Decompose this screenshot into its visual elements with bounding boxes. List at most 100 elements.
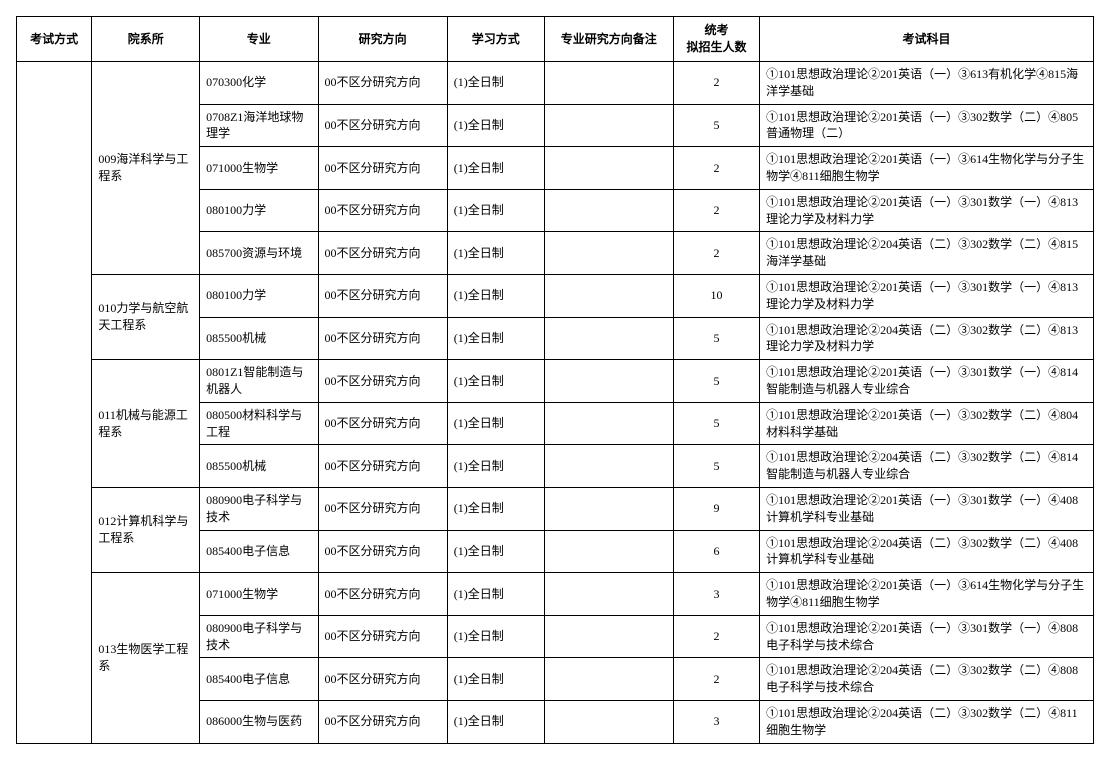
table-row: 011机械与能源工程系0801Z1智能制造与机器人00不区分研究方向(1)全日制…: [17, 360, 1094, 403]
cell-subjects: ①101思想政治理论②204英语（二）③302数学（二）④815海洋学基础: [760, 232, 1094, 275]
cell-major: 080900电子科学与技术: [200, 615, 318, 658]
admissions-table: 考试方式 院系所 专业 研究方向 学习方式 专业研究方向备注 统考 拟招生人数 …: [16, 16, 1094, 744]
cell-note: [544, 530, 673, 573]
cell-study-mode: (1)全日制: [447, 62, 544, 105]
cell-exam-method: [17, 62, 92, 744]
cell-count: 5: [673, 445, 759, 488]
col-direction: 研究方向: [318, 17, 447, 62]
cell-count: 2: [673, 147, 759, 190]
table-body: 009海洋科学与工程系070300化学00不区分研究方向(1)全日制2①101思…: [17, 62, 1094, 744]
cell-note: [544, 189, 673, 232]
cell-note: [544, 402, 673, 445]
col-exam-method: 考试方式: [17, 17, 92, 62]
cell-direction: 00不区分研究方向: [318, 573, 447, 616]
cell-study-mode: (1)全日制: [447, 615, 544, 658]
cell-count: 3: [673, 573, 759, 616]
cell-count: 2: [673, 658, 759, 701]
cell-count: 5: [673, 360, 759, 403]
cell-note: [544, 487, 673, 530]
cell-note: [544, 573, 673, 616]
cell-major: 0708Z1海洋地球物理学: [200, 104, 318, 147]
cell-study-mode: (1)全日制: [447, 274, 544, 317]
cell-major: 080100力学: [200, 274, 318, 317]
cell-direction: 00不区分研究方向: [318, 615, 447, 658]
cell-department: 012计算机科学与工程系: [92, 487, 200, 572]
col-subjects: 考试科目: [760, 17, 1094, 62]
cell-note: [544, 147, 673, 190]
cell-study-mode: (1)全日制: [447, 360, 544, 403]
cell-subjects: ①101思想政治理论②204英语（二）③302数学（二）④811细胞生物学: [760, 700, 1094, 743]
cell-study-mode: (1)全日制: [447, 402, 544, 445]
cell-department: 010力学与航空航天工程系: [92, 274, 200, 359]
cell-major: 085500机械: [200, 317, 318, 360]
cell-study-mode: (1)全日制: [447, 147, 544, 190]
cell-study-mode: (1)全日制: [447, 445, 544, 488]
cell-direction: 00不区分研究方向: [318, 360, 447, 403]
cell-subjects: ①101思想政治理论②201英语（一）③301数学（一）④408计算机学科专业基…: [760, 487, 1094, 530]
cell-department: 013生物医学工程系: [92, 573, 200, 743]
cell-note: [544, 445, 673, 488]
cell-direction: 00不区分研究方向: [318, 189, 447, 232]
cell-major: 0801Z1智能制造与机器人: [200, 360, 318, 403]
cell-department: 011机械与能源工程系: [92, 360, 200, 488]
cell-subjects: ①101思想政治理论②201英语（一）③302数学（二）④804材料科学基础: [760, 402, 1094, 445]
cell-subjects: ①101思想政治理论②204英语（二）③302数学（二）④814智能制造与机器人…: [760, 445, 1094, 488]
cell-note: [544, 274, 673, 317]
cell-direction: 00不区分研究方向: [318, 62, 447, 105]
cell-direction: 00不区分研究方向: [318, 147, 447, 190]
cell-major: 071000生物学: [200, 147, 318, 190]
cell-count: 3: [673, 700, 759, 743]
cell-study-mode: (1)全日制: [447, 104, 544, 147]
cell-study-mode: (1)全日制: [447, 317, 544, 360]
cell-direction: 00不区分研究方向: [318, 487, 447, 530]
cell-study-mode: (1)全日制: [447, 232, 544, 275]
cell-major: 080100力学: [200, 189, 318, 232]
cell-study-mode: (1)全日制: [447, 189, 544, 232]
cell-major: 085700资源与环境: [200, 232, 318, 275]
cell-note: [544, 62, 673, 105]
cell-major: 085500机械: [200, 445, 318, 488]
cell-subjects: ①101思想政治理论②201英语（一）③614生物化学与分子生物学④811细胞生…: [760, 573, 1094, 616]
table-row: 012计算机科学与工程系080900电子科学与技术00不区分研究方向(1)全日制…: [17, 487, 1094, 530]
cell-count: 10: [673, 274, 759, 317]
cell-department: 009海洋科学与工程系: [92, 62, 200, 275]
cell-count: 2: [673, 62, 759, 105]
cell-note: [544, 700, 673, 743]
cell-count: 2: [673, 232, 759, 275]
cell-direction: 00不区分研究方向: [318, 402, 447, 445]
col-major: 专业: [200, 17, 318, 62]
cell-count: 5: [673, 402, 759, 445]
cell-direction: 00不区分研究方向: [318, 658, 447, 701]
cell-subjects: ①101思想政治理论②201英语（一）③301数学（一）④808电子科学与技术综…: [760, 615, 1094, 658]
cell-major: 080900电子科学与技术: [200, 487, 318, 530]
cell-subjects: ①101思想政治理论②201英语（一）③614生物化学与分子生物学④811细胞生…: [760, 147, 1094, 190]
cell-count: 2: [673, 615, 759, 658]
col-study-mode: 学习方式: [447, 17, 544, 62]
cell-direction: 00不区分研究方向: [318, 530, 447, 573]
cell-major: 071000生物学: [200, 573, 318, 616]
cell-direction: 00不区分研究方向: [318, 104, 447, 147]
col-count: 统考 拟招生人数: [673, 17, 759, 62]
cell-count: 5: [673, 104, 759, 147]
cell-direction: 00不区分研究方向: [318, 232, 447, 275]
cell-major: 070300化学: [200, 62, 318, 105]
cell-subjects: ①101思想政治理论②201英语（一）③301数学（一）④813理论力学及材料力…: [760, 274, 1094, 317]
cell-note: [544, 104, 673, 147]
cell-direction: 00不区分研究方向: [318, 445, 447, 488]
col-note: 专业研究方向备注: [544, 17, 673, 62]
cell-study-mode: (1)全日制: [447, 700, 544, 743]
table-row: 013生物医学工程系071000生物学00不区分研究方向(1)全日制3①101思…: [17, 573, 1094, 616]
cell-note: [544, 317, 673, 360]
cell-count: 6: [673, 530, 759, 573]
cell-count: 5: [673, 317, 759, 360]
cell-major: 085400电子信息: [200, 658, 318, 701]
cell-study-mode: (1)全日制: [447, 658, 544, 701]
cell-major: 086000生物与医药: [200, 700, 318, 743]
cell-note: [544, 360, 673, 403]
cell-subjects: ①101思想政治理论②201英语（一）③301数学（一）④813理论力学及材料力…: [760, 189, 1094, 232]
cell-count: 9: [673, 487, 759, 530]
cell-direction: 00不区分研究方向: [318, 274, 447, 317]
cell-subjects: ①101思想政治理论②201英语（一）③301数学（一）④814智能制造与机器人…: [760, 360, 1094, 403]
cell-subjects: ①101思想政治理论②204英语（二）③302数学（二）④408计算机学科专业基…: [760, 530, 1094, 573]
cell-note: [544, 232, 673, 275]
